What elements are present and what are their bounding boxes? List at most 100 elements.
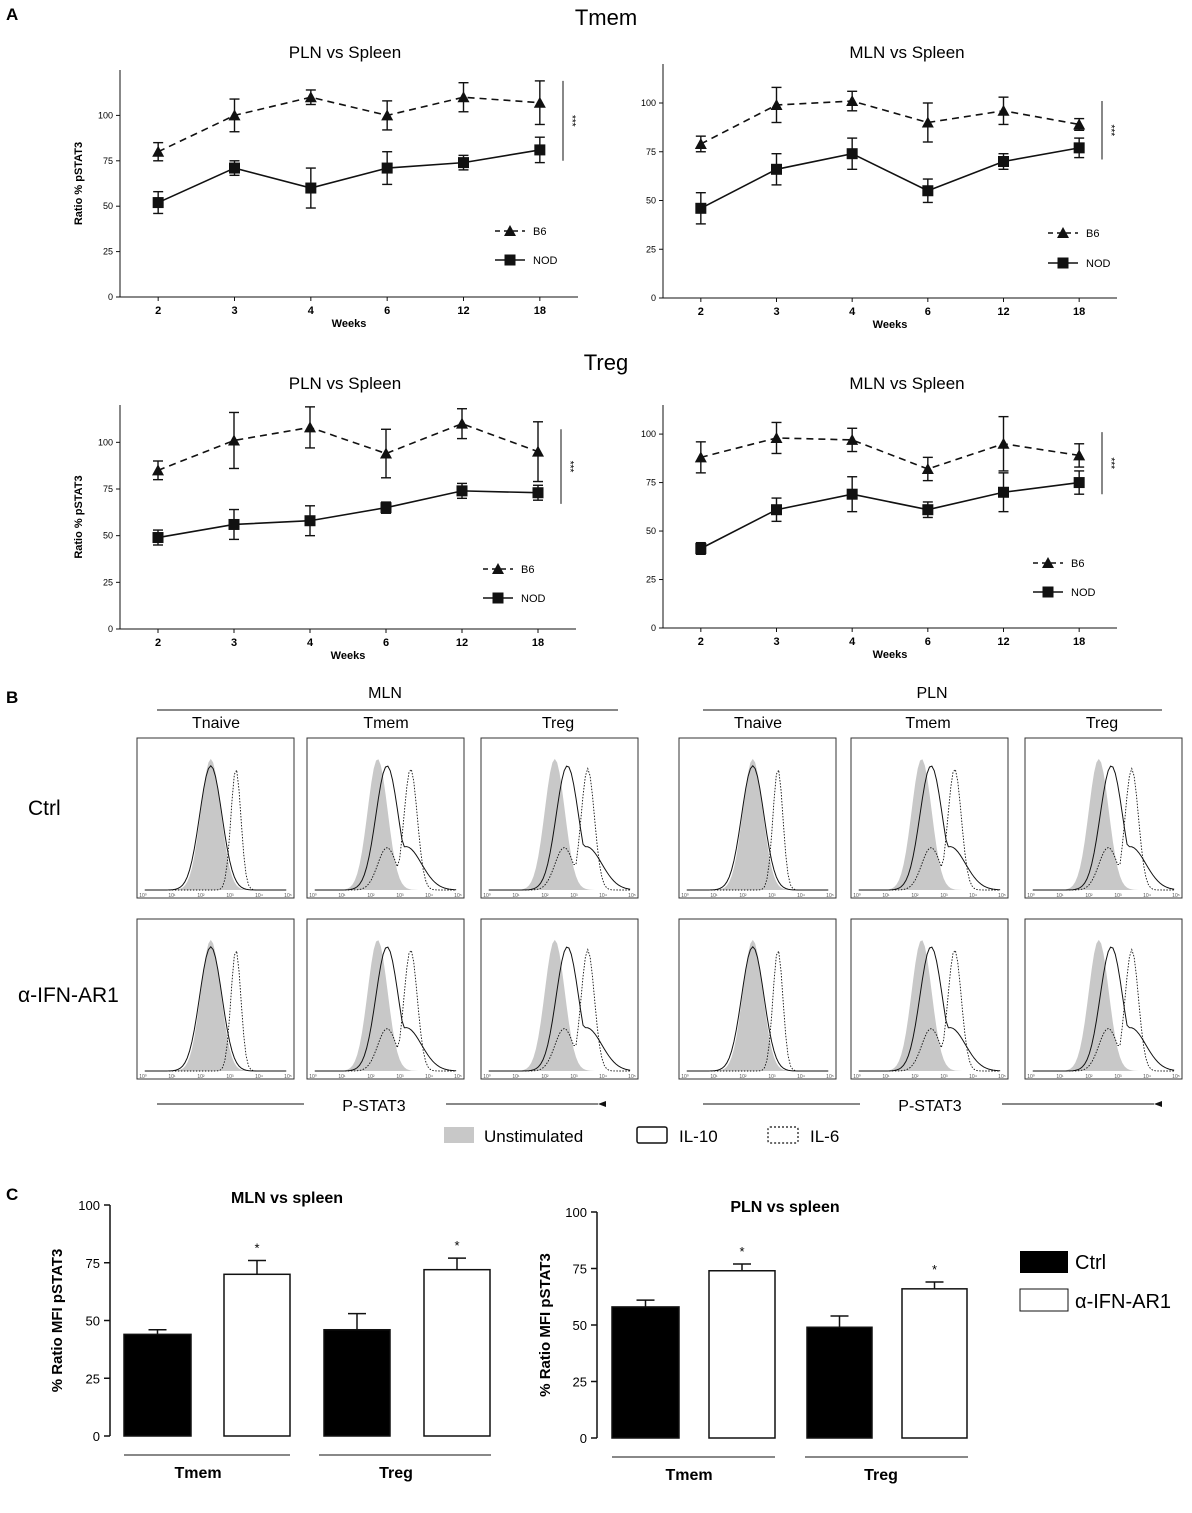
histogram-x-tick: 10³ [1114, 893, 1122, 899]
y-tick-label: 50 [86, 1314, 100, 1329]
data-point-b6 [694, 137, 707, 149]
chart-title: PLN vs spleen [730, 1199, 839, 1216]
histogram-x-tick: 10⁴ [1143, 893, 1151, 899]
histogram-x-tick: 10² [739, 893, 747, 899]
flow-column-mln-treg: Treg [542, 715, 574, 732]
histogram-x-tick: 10⁴ [255, 1074, 263, 1080]
histogram-il10 [144, 946, 287, 1072]
significance-marker: *** [566, 115, 577, 127]
data-point-nod [152, 197, 164, 209]
data-point-nod [922, 504, 934, 516]
flow-row-label-ctrl: Ctrl [28, 797, 61, 820]
y-tick-label: 0 [651, 623, 656, 633]
y-axis-label: Ratio % pSTAT3 [73, 475, 85, 558]
histogram-x-tick: 10² [739, 1074, 747, 1080]
y-axis-label: % Ratio MFI pSTAT3 [49, 1249, 66, 1393]
data-point-b6 [997, 104, 1010, 116]
y-tick-label: 0 [651, 293, 656, 303]
histogram-il6 [858, 768, 1001, 891]
y-tick-label: 50 [103, 531, 113, 541]
legend-label-il6: IL-6 [810, 1127, 839, 1146]
group-title-treg: Treg [584, 350, 628, 375]
histogram-x-tick: 10² [197, 893, 205, 899]
y-tick-label: 75 [646, 147, 656, 157]
legend-label-b6: B6 [533, 226, 546, 238]
category-label: Treg [864, 1467, 898, 1484]
significance-marker: * [739, 1244, 744, 1259]
histogram-x-tick: 10⁴ [797, 1074, 805, 1080]
histogram-unstimulated [488, 939, 631, 1071]
histogram-unstimulated [314, 940, 457, 1071]
histogram-il10 [858, 946, 1001, 1072]
x-tick-label: 3 [231, 305, 237, 317]
data-point-b6 [1073, 118, 1086, 130]
data-point-nod [695, 542, 707, 554]
data-point-nod [305, 182, 317, 194]
line-chart-treg-mln: MLN vs Spleen 0 25 50 75 100 2 3 4 6 12 18 Weeks *** B… [641, 374, 1117, 661]
histogram-x-tick: 10⁴ [425, 1074, 433, 1080]
data-point-b6 [533, 96, 546, 108]
histogram-x-tick: 10⁰ [1027, 893, 1035, 899]
histogram-x-tick: 10⁵ [628, 1074, 636, 1080]
histogram-x-tick: 10⁴ [255, 893, 263, 899]
bar-legend-swatch-ifn [1019, 1288, 1069, 1312]
histogram-plot: 10⁰ 10¹ 10² 10³ 10⁴ 10⁵ [480, 737, 639, 899]
histogram-x-tick: 10¹ [338, 1074, 346, 1080]
x-tick-label: 18 [534, 305, 546, 317]
data-point-b6 [770, 431, 783, 443]
y-tick-label: 25 [103, 247, 113, 257]
histogram-x-tick: 10¹ [512, 1074, 520, 1080]
y-tick-label: 50 [103, 201, 113, 211]
histogram-x-tick: 10¹ [710, 1074, 718, 1080]
histogram-x-tick: 10⁰ [483, 1074, 491, 1080]
histogram-x-tick: 10¹ [168, 1074, 176, 1080]
y-tick-label: 50 [646, 196, 656, 206]
histogram-x-tick: 10⁵ [1172, 1074, 1180, 1080]
data-point-nod [771, 163, 782, 175]
y-tick-label: 25 [646, 244, 656, 254]
histogram-x-tick: 10³ [570, 893, 578, 899]
histogram-x-tick: 10³ [396, 893, 404, 899]
data-point-nod [152, 532, 164, 544]
y-tick-label: 75 [103, 156, 113, 166]
flow-xlabel-pln: P-STAT3 [898, 1098, 962, 1115]
significance-marker: * [454, 1238, 459, 1253]
data-point-nod [922, 185, 934, 197]
flow-group-label-mln: MLN [368, 685, 402, 702]
histogram-x-tick: 10² [367, 1074, 375, 1080]
bar-ifn-tmem [708, 1270, 776, 1439]
x-tick-label: 4 [849, 306, 856, 318]
x-tick-label: 3 [231, 637, 237, 649]
legend-marker-nod [1042, 586, 1054, 598]
x-axis-label: Weeks [332, 318, 367, 330]
legend-marker-nod [492, 592, 504, 604]
legend-marker-b6 [504, 225, 516, 236]
legend-marker-b6 [1057, 227, 1069, 238]
x-tick-label: 4 [307, 637, 314, 649]
data-point-b6 [532, 445, 544, 457]
bar-ifn-treg [423, 1268, 491, 1437]
x-tick-label: 6 [383, 637, 389, 649]
x-tick-label: 2 [155, 637, 161, 649]
data-point-b6 [921, 116, 934, 128]
x-tick-label: 12 [997, 306, 1009, 318]
series-line-nod [700, 481, 1080, 550]
histogram-il6 [858, 949, 1001, 1072]
significance-marker: * [932, 1262, 937, 1277]
histogram-unstimulated [144, 939, 287, 1071]
flow-xlabel-mln: P-STAT3 [342, 1098, 406, 1115]
histogram-x-tick: 10⁴ [1143, 1074, 1151, 1080]
histogram-x-tick: 10³ [768, 893, 776, 899]
histogram-x-tick: 10⁴ [425, 893, 433, 899]
y-tick-label: 100 [565, 1205, 587, 1220]
legend-label-nod: NOD [1071, 587, 1096, 599]
histogram-x-tick: 10² [541, 893, 549, 899]
legend-marker-b6 [492, 563, 504, 574]
histogram-x-tick: 10⁰ [483, 893, 491, 899]
significance-marker: * [254, 1240, 259, 1255]
series-line-nod [700, 147, 1080, 210]
data-point-b6 [152, 464, 164, 476]
y-tick-label: 75 [86, 1256, 100, 1271]
bar-ifn-tmem [223, 1273, 291, 1437]
data-point-b6 [456, 417, 468, 429]
